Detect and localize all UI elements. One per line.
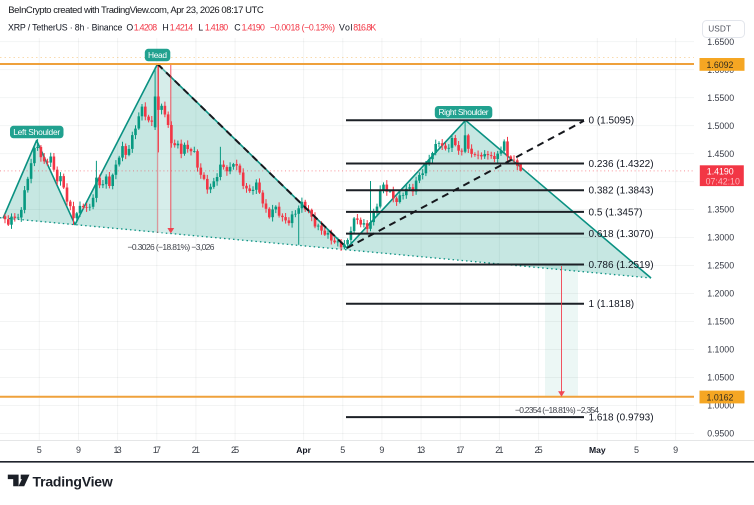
svg-text:5: 5 xyxy=(37,445,42,455)
svg-text:1 (1.1818): 1 (1.1818) xyxy=(589,299,635,310)
svg-text:25: 25 xyxy=(231,445,239,455)
svg-text:Left Shoulder: Left Shoulder xyxy=(13,127,60,137)
svg-text:1.2500: 1.2500 xyxy=(707,261,734,271)
svg-text:XRP / TetherUS · 8h · Binance: XRP / TetherUS · 8h · Binance xyxy=(8,23,122,33)
svg-text:1.3500: 1.3500 xyxy=(707,205,734,215)
svg-text:TradingView: TradingView xyxy=(33,473,113,489)
svg-text:1.1500: 1.1500 xyxy=(707,317,734,327)
svg-text:1.6500: 1.6500 xyxy=(707,37,734,47)
svg-text:21: 21 xyxy=(192,445,200,455)
svg-text:Apr: Apr xyxy=(296,445,311,455)
svg-text:13: 13 xyxy=(114,445,122,455)
svg-text:1.4190: 1.4190 xyxy=(242,23,265,33)
svg-text:BeInCrypto created with Tradin: BeInCrypto created with TradingView.com,… xyxy=(8,5,264,16)
svg-text:0.382 (1.3843): 0.382 (1.3843) xyxy=(589,186,654,197)
svg-text:0 (1.5095): 0 (1.5095) xyxy=(589,116,635,127)
svg-text:Vol: Vol xyxy=(339,23,353,33)
svg-text:0.236 (1.4322): 0.236 (1.4322) xyxy=(589,159,654,170)
svg-text:−0.0018 (−0.13%): −0.0018 (−0.13%) xyxy=(270,23,335,33)
svg-text:0.5 (1.3457): 0.5 (1.3457) xyxy=(589,207,643,218)
svg-text:Head: Head xyxy=(148,50,167,60)
svg-text:816.8K: 816.8K xyxy=(353,23,376,33)
svg-text:07:42:10: 07:42:10 xyxy=(706,176,740,186)
svg-text:9: 9 xyxy=(673,445,678,455)
svg-text:−0.3026 (−18.81%) −3,026: −0.3026 (−18.81%) −3,026 xyxy=(128,242,215,252)
svg-text:−0.2354 (−18.81%) −2,354: −0.2354 (−18.81%) −2,354 xyxy=(515,405,599,415)
svg-text:0.786 (1.2519): 0.786 (1.2519) xyxy=(589,260,654,271)
svg-text:C: C xyxy=(234,23,241,33)
svg-text:1.0162: 1.0162 xyxy=(707,392,734,402)
svg-text:25: 25 xyxy=(535,445,543,455)
svg-text:O: O xyxy=(126,23,133,33)
svg-text:9: 9 xyxy=(76,445,81,455)
svg-text:1.4180: 1.4180 xyxy=(205,23,228,33)
svg-text:1.618 (0.9793): 1.618 (0.9793) xyxy=(589,413,654,424)
svg-text:21: 21 xyxy=(495,445,503,455)
svg-text:5: 5 xyxy=(340,445,345,455)
svg-text:0.618 (1.3070): 0.618 (1.3070) xyxy=(589,229,654,240)
svg-text:13: 13 xyxy=(417,445,425,455)
svg-text:17: 17 xyxy=(153,445,161,455)
svg-text:May: May xyxy=(589,445,606,455)
svg-text:1.4500: 1.4500 xyxy=(707,149,734,159)
svg-text:5: 5 xyxy=(634,445,639,455)
svg-text:1.5000: 1.5000 xyxy=(707,121,734,131)
svg-text:1.3000: 1.3000 xyxy=(707,233,734,243)
svg-text:1.0500: 1.0500 xyxy=(707,373,734,383)
svg-text:1.4214: 1.4214 xyxy=(170,23,193,33)
svg-text:Right Shoulder: Right Shoulder xyxy=(439,107,489,117)
svg-text:L: L xyxy=(198,23,203,33)
svg-text:9: 9 xyxy=(379,445,384,455)
svg-text:1.0000: 1.0000 xyxy=(707,401,734,411)
svg-text:USDT: USDT xyxy=(708,23,731,33)
svg-text:0.9500: 0.9500 xyxy=(707,429,734,439)
svg-text:1.5500: 1.5500 xyxy=(707,93,734,103)
svg-text:1.6092: 1.6092 xyxy=(707,60,734,70)
svg-text:1.4208: 1.4208 xyxy=(134,23,157,33)
svg-text:H: H xyxy=(162,23,168,33)
svg-text:1.2000: 1.2000 xyxy=(707,289,734,299)
svg-text:1.4190: 1.4190 xyxy=(707,166,734,176)
svg-text:17: 17 xyxy=(456,445,464,455)
svg-text:1.1000: 1.1000 xyxy=(707,345,734,355)
